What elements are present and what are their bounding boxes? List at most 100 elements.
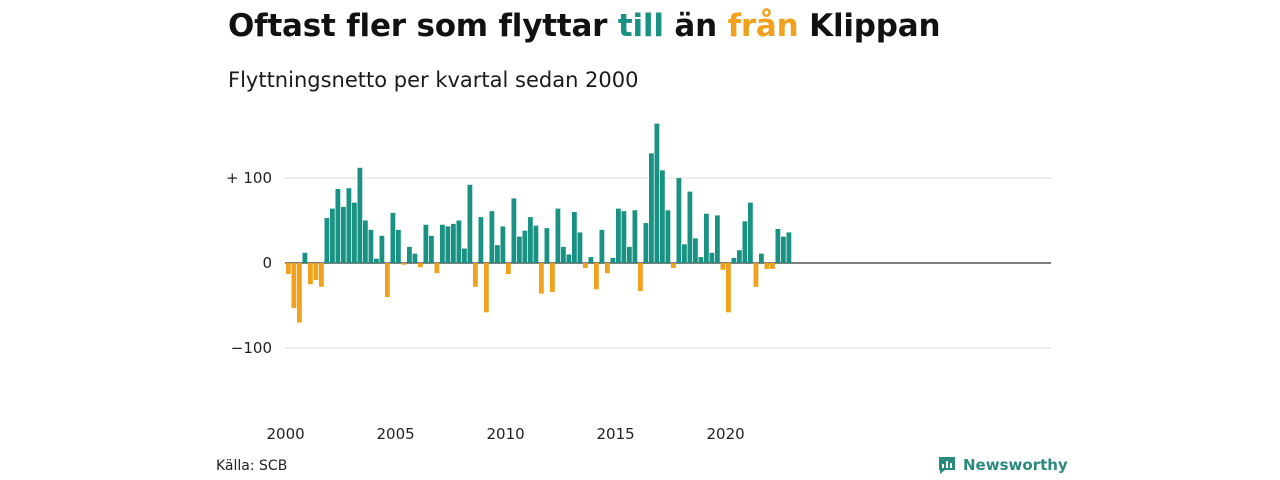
bar xyxy=(528,217,533,263)
bar xyxy=(654,123,660,263)
bar xyxy=(379,235,385,263)
bar xyxy=(517,236,522,263)
bar xyxy=(456,220,462,263)
bar xyxy=(423,224,429,263)
bar xyxy=(462,248,467,263)
bar xyxy=(698,257,704,263)
brand-logo[interactable]: Newsworthy xyxy=(937,455,1068,475)
bar xyxy=(478,217,484,263)
bar xyxy=(506,263,511,275)
bar xyxy=(671,263,676,269)
bar xyxy=(786,232,792,263)
bar xyxy=(665,210,671,263)
title-part-1: Oftast fler som flyttar xyxy=(228,8,618,44)
bar xyxy=(561,246,566,263)
bar xyxy=(742,221,748,263)
chart-subtitle: Flyttningsnetto per kvartal sedan 2000 xyxy=(228,68,639,92)
bar xyxy=(467,184,473,263)
bar xyxy=(676,178,682,263)
bar xyxy=(544,228,550,263)
bar xyxy=(599,229,605,263)
bar xyxy=(511,198,517,263)
bar xyxy=(588,257,594,263)
bar xyxy=(550,263,555,292)
source-label: Källa: SCB xyxy=(216,458,288,474)
bar xyxy=(759,253,764,263)
bar xyxy=(764,263,770,269)
newsworthy-logo-icon xyxy=(939,457,955,474)
bar xyxy=(621,211,627,263)
bar xyxy=(605,263,610,274)
bar xyxy=(324,217,330,263)
brand-name: Newsworthy xyxy=(963,456,1068,474)
bar xyxy=(412,253,418,263)
chart-title: Oftast fler som flyttar till än från Kli… xyxy=(228,8,941,44)
bar xyxy=(308,263,313,285)
bar xyxy=(319,263,324,287)
bar xyxy=(649,153,654,263)
bar xyxy=(638,263,643,292)
bar xyxy=(720,263,726,270)
bar xyxy=(687,191,693,263)
bar xyxy=(341,206,346,263)
bar xyxy=(473,263,478,287)
bar xyxy=(715,215,720,263)
y-tick-label: + 100 xyxy=(226,169,272,187)
bar xyxy=(346,188,352,263)
bar xyxy=(533,225,539,263)
bar xyxy=(704,213,709,263)
bar xyxy=(731,257,737,263)
bar xyxy=(726,263,731,313)
bar xyxy=(753,263,759,287)
y-tick-label: −100 xyxy=(231,339,272,357)
title-keyword-fran: från xyxy=(727,8,799,44)
bar xyxy=(330,208,335,263)
y-tick-label: 0 xyxy=(262,254,272,272)
bar xyxy=(682,244,687,263)
bar xyxy=(539,263,544,294)
bar xyxy=(407,246,412,263)
bar xyxy=(627,246,632,263)
bar xyxy=(577,232,583,263)
x-tick-label: 2015 xyxy=(597,425,635,443)
bar xyxy=(748,202,753,263)
bar xyxy=(522,230,528,263)
bar xyxy=(313,263,319,280)
x-tick-label: 2000 xyxy=(267,425,305,443)
bar xyxy=(390,212,396,263)
bar xyxy=(616,208,621,263)
bar xyxy=(357,167,363,263)
bar xyxy=(495,245,500,263)
bar xyxy=(302,252,308,263)
x-tick-label: 2020 xyxy=(707,425,745,443)
bar xyxy=(770,263,775,269)
bar xyxy=(737,250,742,263)
bar xyxy=(632,210,638,263)
bar xyxy=(374,258,379,263)
bar xyxy=(451,223,456,263)
bar xyxy=(484,263,489,313)
bar xyxy=(775,229,781,263)
bar xyxy=(429,235,434,263)
bar xyxy=(555,208,561,263)
bar xyxy=(500,226,506,263)
x-tick-label: 2005 xyxy=(377,425,415,443)
title-keyword-till: till xyxy=(617,8,664,44)
title-part-3: än xyxy=(663,8,728,44)
bar xyxy=(440,224,445,263)
bar xyxy=(583,263,588,269)
bar xyxy=(297,263,302,323)
bar xyxy=(368,229,374,263)
bar xyxy=(286,263,291,275)
title-part-5: Klippan xyxy=(798,8,941,44)
bar xyxy=(610,257,616,263)
bar xyxy=(352,202,357,263)
x-tick-label: 2010 xyxy=(487,425,525,443)
bar xyxy=(660,170,665,263)
bar xyxy=(385,263,390,297)
bar xyxy=(396,229,401,263)
bar xyxy=(693,238,698,263)
bar xyxy=(291,263,297,309)
